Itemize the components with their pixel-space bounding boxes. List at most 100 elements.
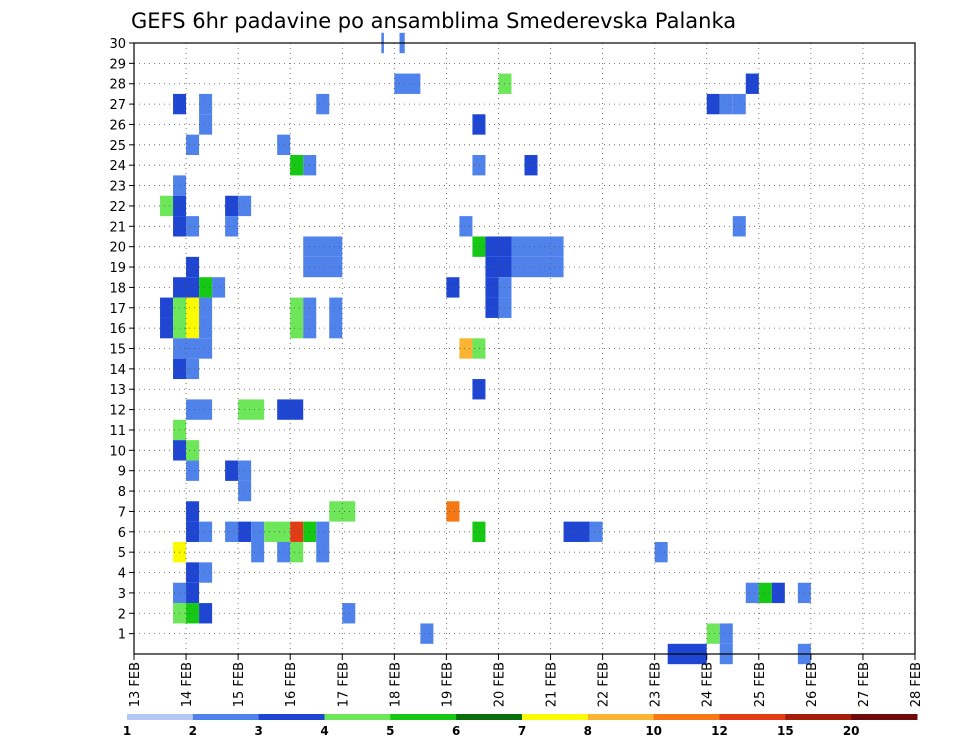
heatmap-cell [485,236,512,257]
heatmap-cell [290,521,304,542]
colorbar-swatch [127,714,194,720]
colorbar-swatch [258,714,325,720]
heatmap-cell [485,256,512,278]
heatmap-cell [160,317,174,339]
colorbar-swatch [587,714,655,720]
heatmap-cell [472,114,486,135]
heatmap-cell [199,297,213,318]
heatmap-cell [277,399,304,420]
heatmap-cell [511,236,564,257]
y-tick-label: 8 [118,485,126,500]
heatmap-cell [186,256,200,278]
heatmap-cell [472,521,486,542]
heatmap-cell [186,297,200,318]
heatmap-cell [459,338,473,359]
y-tick-label: 28 [109,78,126,93]
heatmap-cell [160,297,174,318]
heatmap-cell [719,93,733,115]
colorbar-swatch [785,714,852,720]
heatmap-cell [706,93,720,115]
heatmap-cell [277,134,291,156]
heatmap-cell [303,256,343,278]
heatmap-cell [225,460,239,481]
heatmap-cell [329,317,343,339]
heatmap-cell [290,155,304,176]
heatmap-cell [316,521,330,542]
y-tick-label: 12 [109,404,126,419]
heatmap-cell [316,541,330,563]
y-tick-label: 10 [109,444,126,459]
heatmap-cell [199,562,213,583]
heatmap-cell [186,440,200,461]
heatmap-cell [186,582,200,604]
heatmap-cell [186,521,200,542]
x-tick-label: 17 FEB [336,662,351,707]
heatmap-cell [186,358,200,380]
heatmap-cell [186,134,200,156]
colorbar-swatch [522,714,589,720]
heatmap-cell [251,541,265,563]
x-tick-label: 23 FEB [649,662,664,707]
x-axis: 13 FEB 14 FEB 15 FEB 16 FEB 17 FEB 18 FEB 19 F… [128,654,924,707]
colorbar-label: 1 [123,724,131,738]
y-tick-label: 19 [109,261,126,276]
x-tick-label: 13 FEB [128,662,143,707]
heatmap-cell [446,277,460,298]
heatmap-cell [199,317,213,339]
heatmap-cell [394,73,421,94]
y-tick-label: 13 [109,383,126,398]
y-tick-label: 14 [109,363,126,378]
heatmap-cell [654,541,668,563]
grid-lines [134,43,915,654]
x-tick-label: 22 FEB [597,662,612,707]
heatmap-cell [225,216,239,237]
y-tick-label: 21 [109,220,126,235]
heatmap-cell [472,236,486,257]
x-tick-label: 14 FEB [180,662,195,707]
y-tick-label: 11 [109,424,126,439]
heatmap-cell [199,93,213,115]
heatmap-cell [303,236,343,257]
x-tick-label: 27 FEB [857,662,872,707]
y-tick-label: 16 [109,322,126,337]
colorbar: 1 2 3 4 5 6 7 8 10 12 15 20 [123,714,918,738]
y-tick-label: 24 [109,159,126,174]
heatmap-cell [238,399,265,420]
heatmap-cell [563,521,590,542]
y-tick-label: 15 [109,343,126,358]
x-tick-label: 24 FEB [701,662,716,707]
heatmap-cell [186,562,200,583]
heatmap-cell [225,195,239,217]
y-axis: 1234567891011121314151617181920212223242… [109,37,134,643]
colorbar-swatch [653,714,720,720]
heatmap-cell [290,317,304,339]
heatmap-cell [199,521,213,542]
y-tick-label: 22 [109,200,126,215]
y-tick-label: 23 [109,180,126,195]
heatmap-cell [420,623,434,644]
colorbar-swatch [456,714,523,720]
heatmap-cell [758,582,772,604]
x-tick-label: 25 FEB [753,662,768,707]
colorbar-label: 15 [777,724,794,738]
y-tick-label: 3 [118,587,126,602]
colorbar-label: 2 [189,724,197,738]
heatmap-cell [212,277,226,298]
x-tick-label: 15 FEB [232,662,247,707]
colorbar-label: 5 [386,724,394,738]
x-tick-label: 20 FEB [492,662,507,707]
heatmap-cell [485,277,499,298]
heatmap-cell [472,155,486,176]
heatmap-cell [173,277,200,298]
heatmap-cell [459,216,473,237]
y-tick-label: 1 [118,628,126,643]
heatmap-cell [290,541,304,563]
heatmap-cell [342,603,356,624]
heatmap-cell [589,521,603,542]
heatmap-cell [186,317,200,339]
heatmap-cells [160,32,811,665]
chart-title: GEFS 6hr padavine po ansamblima Smederev… [131,9,736,33]
colorbar-swatch [192,714,260,720]
x-tick-label: 26 FEB [805,662,820,707]
